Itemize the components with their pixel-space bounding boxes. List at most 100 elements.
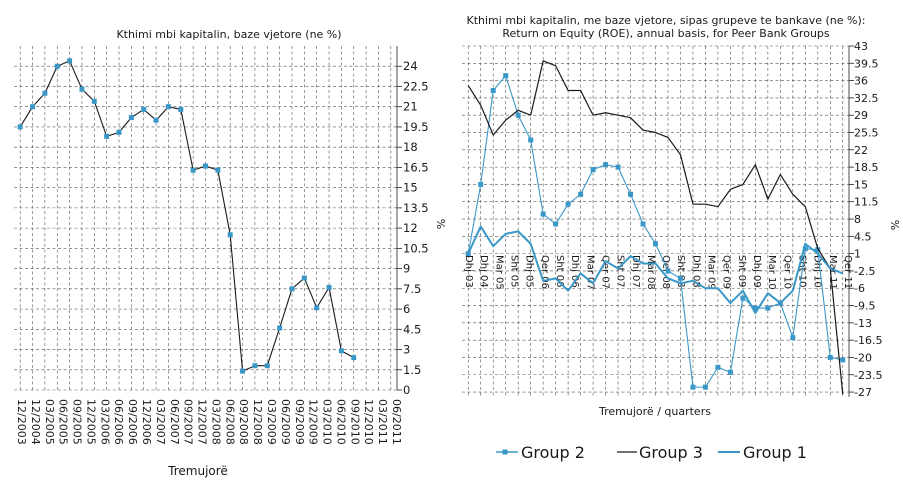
right-y-tick-label: 18.5 xyxy=(854,161,879,174)
right-data-point-group-2 xyxy=(752,305,758,311)
left-data-point-roe xyxy=(91,98,97,104)
left-y-tick-label: 13.5 xyxy=(403,201,429,215)
right-data-point-group-2 xyxy=(653,241,658,247)
right-y-tick-label: -13 xyxy=(854,317,872,330)
left-x-tick-label: 12/2003 xyxy=(15,399,28,445)
right-data-point-group-2 xyxy=(578,191,584,197)
left-x-tick-label: 06/2008 xyxy=(223,399,236,445)
left-x-tick-label: 12/2006 xyxy=(140,399,153,445)
left-data-point-roe xyxy=(351,355,357,361)
left-y-tick-label: 21 xyxy=(403,100,418,114)
right-x-tick-label: Dhj 08 xyxy=(690,255,701,288)
right-y-tick-label: -20 xyxy=(854,351,872,364)
right-y-tick-label: -27 xyxy=(854,386,872,399)
right-x-tick-label: Mar 07 xyxy=(584,255,595,290)
left-x-tick-label: 12/2005 xyxy=(84,399,97,445)
left-data-point-roe xyxy=(116,129,122,135)
left-data-point-roe xyxy=(289,286,295,292)
left-y-tick-label: 16.5 xyxy=(403,160,429,174)
right-data-point-group-2 xyxy=(615,164,621,170)
right-x-tick-label: Qer 06 xyxy=(539,255,550,289)
right-y-tick-label: -23.5 xyxy=(854,369,882,382)
right-x-tick-label: Dhj 04 xyxy=(478,255,489,288)
right-data-point-group-2 xyxy=(590,167,596,173)
legend-item-group-3: Group 3 xyxy=(617,443,703,462)
right-chart-legend: Group 2 Group 3 Group 1 xyxy=(496,443,807,462)
right-y-tick-label: 8 xyxy=(854,213,861,226)
left-x-tick-label: 09/2009 xyxy=(293,399,306,445)
left-data-point-roe xyxy=(30,104,36,110)
left-y-tick-label: 1.5 xyxy=(403,363,421,377)
legend-label-group-1: Group 1 xyxy=(743,443,807,462)
right-data-point-group-2 xyxy=(478,181,484,187)
right-chart-title: Kthimi mbi kapitalin, me baze vjetore, s… xyxy=(467,14,866,27)
right-data-point-group-2 xyxy=(640,221,646,227)
left-data-point-roe xyxy=(326,284,332,290)
left-data-point-roe xyxy=(190,167,196,173)
left-x-tick-label: 12/2008 xyxy=(251,399,264,445)
right-data-point-group-2 xyxy=(802,246,808,252)
right-y-tick-label: -2.5 xyxy=(854,265,875,278)
right-data-point-group-2 xyxy=(727,369,733,375)
right-y-tick-label: 11.5 xyxy=(854,196,879,209)
left-x-tick-label: 03/2010 xyxy=(321,399,334,445)
left-x-tick-label: 03/2006 xyxy=(98,399,111,445)
right-data-point-group-2 xyxy=(665,268,671,274)
right-x-tick-label: Sht 07 xyxy=(615,255,626,288)
left-data-point-roe xyxy=(54,63,60,69)
left-x-tick-label: 06/2011 xyxy=(390,399,403,445)
left-data-point-roe xyxy=(252,363,258,369)
left-y-tick-label: 22.5 xyxy=(403,79,429,93)
right-series-line-group-1 xyxy=(467,225,844,314)
legend-marker-group-2 xyxy=(502,449,508,455)
right-y-tick-label: -9.5 xyxy=(854,300,875,313)
right-y-tick-label: 1 xyxy=(854,248,861,261)
right-x-tick-label: Sht 06 xyxy=(554,255,565,288)
left-data-point-roe xyxy=(128,114,134,120)
right-y-tick-label: 29 xyxy=(854,109,868,122)
left-y-tick-label: 19.5 xyxy=(403,120,429,134)
left-y-tick-label: 3 xyxy=(403,343,410,357)
left-chart: 0 1.5 3 4.5 6 7.5 9 10.5 12 13.5 15 16.5 18 19.5 21 22.… xyxy=(14,46,429,445)
left-y-tick-label: 15 xyxy=(403,181,418,195)
left-x-tick-label: 06/2010 xyxy=(334,399,347,445)
left-data-point-roe xyxy=(79,86,85,92)
left-y-tick-label: 4.5 xyxy=(403,322,421,336)
left-data-point-roe xyxy=(277,325,283,331)
right-data-point-group-2 xyxy=(540,211,546,217)
right-x-tick-label: Dhj 10 xyxy=(812,255,823,288)
right-y-tick-label: 22 xyxy=(854,144,868,157)
right-data-point-group-2 xyxy=(827,354,833,360)
right-data-point-group-2 xyxy=(790,335,796,341)
left-data-point-roe xyxy=(17,124,23,130)
right-x-tick-label: Sht 05 xyxy=(508,255,519,288)
right-series-line-group-3 xyxy=(467,60,844,395)
left-x-tick-label: 12/2007 xyxy=(196,399,209,445)
right-y-tick-label: 25.5 xyxy=(854,127,879,140)
left-data-point-roe xyxy=(178,106,184,112)
right-y-tick-label: 15 xyxy=(854,178,868,191)
right-chart-ylabel: % xyxy=(888,220,901,230)
legend-label-group-3: Group 3 xyxy=(639,443,703,462)
left-chart-ylabel: % xyxy=(434,219,447,229)
left-x-tick-label: 09/2006 xyxy=(126,399,139,445)
right-y-tick-label: -6 xyxy=(854,282,865,295)
left-data-point-roe xyxy=(301,275,307,281)
right-y-tick-label: 32.5 xyxy=(854,92,879,105)
right-data-point-group-2 xyxy=(765,305,771,311)
left-y-tick-label: 6 xyxy=(403,302,410,316)
right-data-point-group-2 xyxy=(677,275,683,281)
left-x-tick-label: 03/2005 xyxy=(43,399,56,445)
left-data-point-roe xyxy=(165,104,171,110)
left-x-tick-label: 03/2008 xyxy=(209,399,222,445)
right-y-tick-label: 43 xyxy=(854,40,868,53)
right-x-tick-label: Mar 10 xyxy=(766,255,777,290)
right-data-point-group-2 xyxy=(690,384,696,390)
left-y-tick-label: 9 xyxy=(403,262,410,276)
right-data-point-group-2 xyxy=(528,137,534,143)
right-data-point-group-2 xyxy=(715,364,721,370)
right-data-point-group-2 xyxy=(515,112,521,118)
right-x-tick-label: Sht 09 xyxy=(736,255,747,288)
